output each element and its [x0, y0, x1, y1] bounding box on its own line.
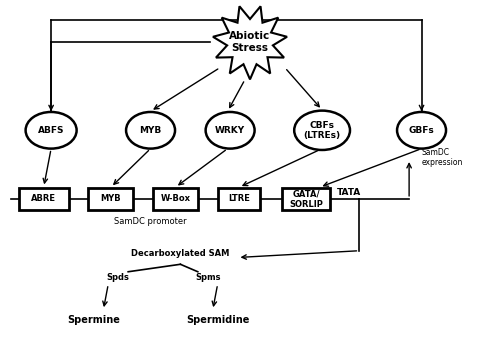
Text: Spermidine: Spermidine [186, 315, 250, 325]
Bar [153, 188, 198, 210]
Text: Abiotic
Stress: Abiotic Stress [230, 31, 270, 53]
Text: Spermine: Spermine [67, 315, 120, 325]
Bar [88, 188, 133, 210]
Text: SamDC promoter: SamDC promoter [114, 217, 187, 226]
Ellipse shape [206, 112, 254, 149]
Polygon shape [213, 6, 287, 79]
Ellipse shape [126, 112, 175, 149]
Text: SamDC
expression: SamDC expression [422, 148, 463, 167]
Text: ABFS: ABFS [38, 126, 64, 135]
Text: WRKY: WRKY [215, 126, 245, 135]
Text: W-Box: W-Box [160, 195, 190, 203]
Bar [218, 188, 260, 210]
Text: LTRE: LTRE [228, 195, 250, 203]
Ellipse shape [26, 112, 76, 149]
Text: Decarboxylated SAM: Decarboxylated SAM [131, 249, 230, 258]
Text: GBFs: GBFs [408, 126, 434, 135]
Text: GATA/
SORLIP: GATA/ SORLIP [289, 189, 323, 209]
Ellipse shape [294, 110, 350, 150]
Text: ABRE: ABRE [31, 195, 56, 203]
Text: MYB: MYB [140, 126, 162, 135]
Text: MYB: MYB [100, 195, 121, 203]
Text: TATA: TATA [337, 188, 361, 197]
Bar [19, 188, 68, 210]
Ellipse shape [397, 112, 446, 149]
Text: CBFs
(LTREs): CBFs (LTREs) [304, 121, 341, 140]
Text: Spms: Spms [195, 273, 220, 282]
Text: Spds: Spds [107, 273, 130, 282]
Bar [282, 188, 330, 210]
